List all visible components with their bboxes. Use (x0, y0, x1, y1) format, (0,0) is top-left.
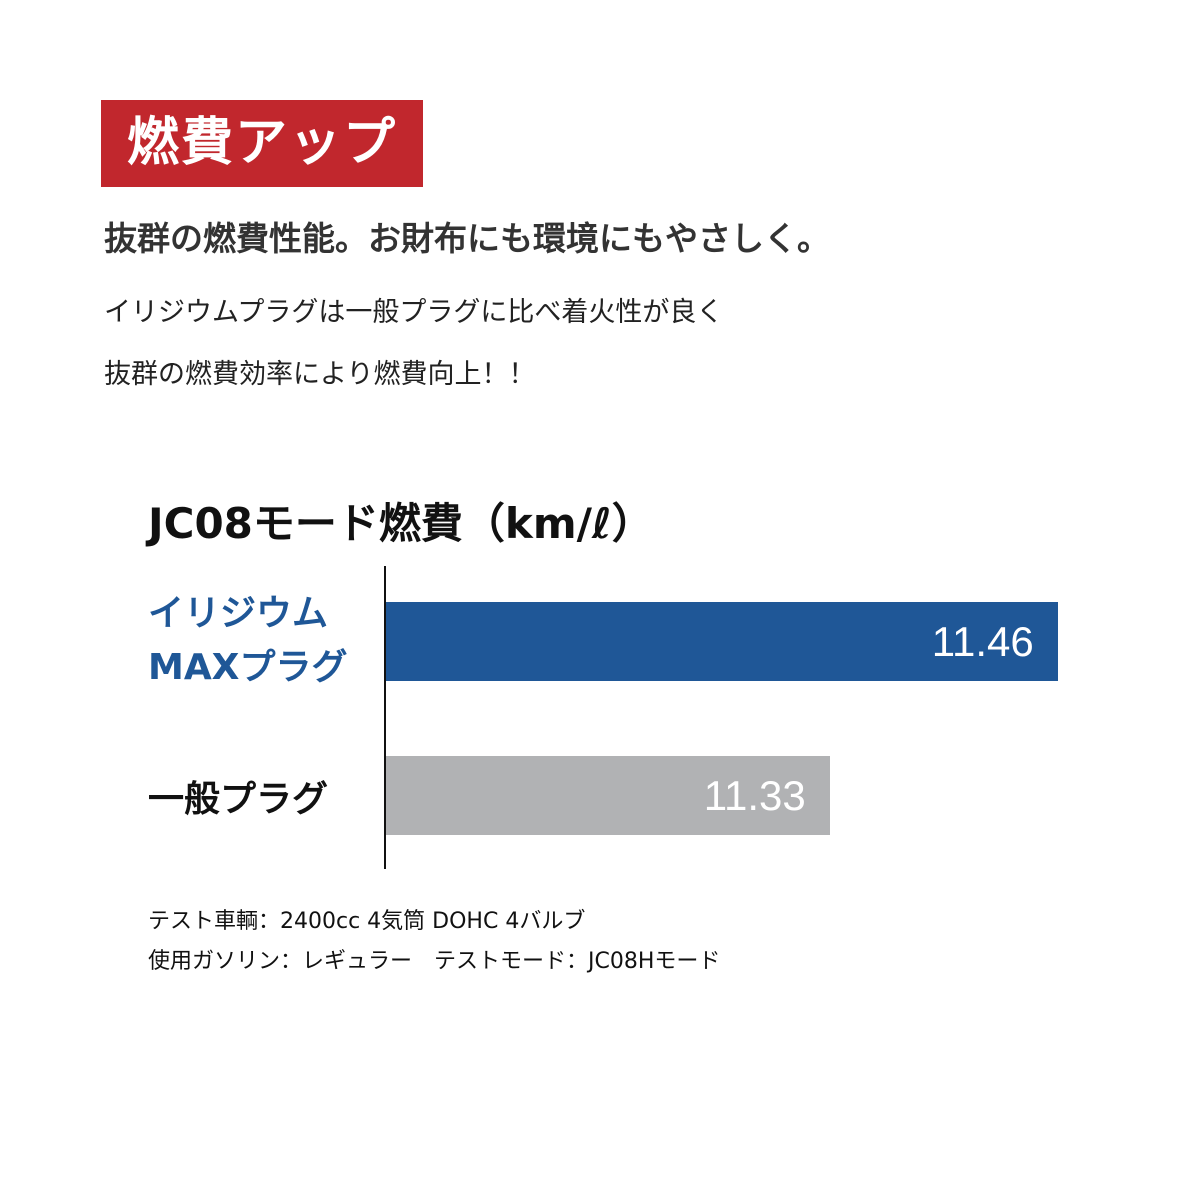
test-note: 使用ガソリン：レギュラー テストモード：JC08Hモード (148, 949, 721, 974)
chart-axis (384, 566, 386, 869)
headline: 抜群の燃費性能。お財布にも環境にもやさしく。 (104, 219, 830, 258)
description-line: 抜群の燃費効率により燃費向上！！ (104, 359, 536, 390)
category-label-line: MAXプラグ (148, 647, 348, 688)
category-label-standard: 一般プラグ (148, 773, 328, 827)
bar-iridium: 11.46 (386, 602, 1058, 681)
chart-title: JC08モード燃費（km/ℓ） (148, 499, 654, 548)
data-label: 11.33 (703, 772, 806, 819)
bar-standard: 11.33 (386, 756, 830, 835)
section-badge: 燃費アップ (101, 100, 423, 187)
category-label-line: 一般プラグ (148, 779, 329, 820)
description-line: イリジウムプラグは一般プラグに比べ着火性が良く (104, 297, 724, 328)
test-note: テスト車輌：2400cc 4気筒 DOHC 4バルブ (148, 909, 586, 934)
data-label: 11.46 (931, 618, 1034, 665)
category-label-line: イリジウム (148, 593, 329, 634)
category-label-iridium: イリジウム MAXプラグ (148, 587, 347, 695)
